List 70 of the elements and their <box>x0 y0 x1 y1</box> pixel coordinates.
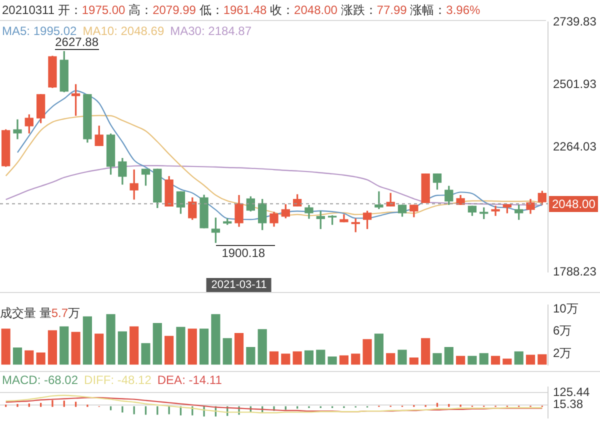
candlestick <box>491 206 500 216</box>
bar <box>82 316 92 365</box>
bar <box>304 350 314 365</box>
bar <box>164 336 174 365</box>
y-tick-label: 2万 <box>553 346 572 360</box>
bar <box>421 338 430 365</box>
bar <box>374 334 384 365</box>
bar <box>48 330 58 365</box>
bar <box>222 338 232 365</box>
bar <box>71 332 80 365</box>
bar <box>409 358 418 365</box>
bar <box>514 351 524 365</box>
text: MA30: 2184.87 <box>170 24 252 38</box>
y-tick-label: 10万 <box>553 301 578 316</box>
bar <box>468 356 477 365</box>
annotation: 1900.18 <box>216 244 276 260</box>
bar <box>398 350 407 365</box>
series-label: MACD: -68.02 <box>2 373 78 387</box>
bar <box>106 314 116 365</box>
candlestick <box>421 173 430 204</box>
x-tick-label: 2021-03-11 <box>206 278 272 292</box>
text: MA10: 2048.69 <box>82 24 164 38</box>
bar <box>60 326 69 365</box>
text: MA5: 1995.02 <box>2 24 77 38</box>
bar <box>36 352 46 365</box>
bar <box>479 353 488 365</box>
bar <box>130 326 139 365</box>
bar <box>339 355 349 365</box>
bar <box>351 354 360 365</box>
bar <box>1 328 10 365</box>
bar <box>246 346 256 365</box>
bar <box>24 350 34 365</box>
ref-line-label: 2048.00 <box>549 196 598 212</box>
y-tick-label: 1788.23 <box>553 264 597 278</box>
y-tick-label: 2264.03 <box>553 139 597 154</box>
bar <box>526 354 536 365</box>
bar <box>176 326 186 365</box>
y-tick-label: 15.38 <box>553 397 584 412</box>
series-label: DEA: -14.11 <box>157 373 222 387</box>
bar <box>12 348 22 365</box>
bar <box>234 333 244 365</box>
chart-title: 成交量 量5.7万 <box>0 306 80 320</box>
bar <box>118 331 127 365</box>
chart-title: 20210311 开：1975.00 高：2079.99 低：1961.48 收：2048.00 涨跌：77.99 涨幅：3.96% <box>2 3 480 17</box>
series-label: DIFF: -48.12 <box>84 373 152 387</box>
y-tick-label: 2739.83 <box>553 14 597 28</box>
bar <box>292 351 302 365</box>
y-tick-label: 125.44 <box>553 384 590 399</box>
bar <box>456 356 466 365</box>
y-tick-label: 6万 <box>553 324 572 338</box>
bar <box>328 356 337 365</box>
bar <box>94 334 104 365</box>
bar <box>490 356 500 365</box>
bar <box>188 328 197 365</box>
bar <box>362 339 372 365</box>
bar <box>141 343 150 365</box>
bar <box>444 346 454 365</box>
bar <box>538 354 547 365</box>
bar <box>502 358 512 365</box>
bar <box>281 354 290 365</box>
bar <box>258 329 267 365</box>
bar <box>269 351 279 365</box>
y-tick-label: 2501.93 <box>553 76 597 91</box>
bar <box>432 353 442 365</box>
bar <box>386 353 396 365</box>
bar <box>152 323 162 365</box>
annotation: 2627.88 <box>55 35 99 50</box>
bar <box>199 328 209 365</box>
bar <box>316 350 326 365</box>
bar <box>211 314 220 365</box>
